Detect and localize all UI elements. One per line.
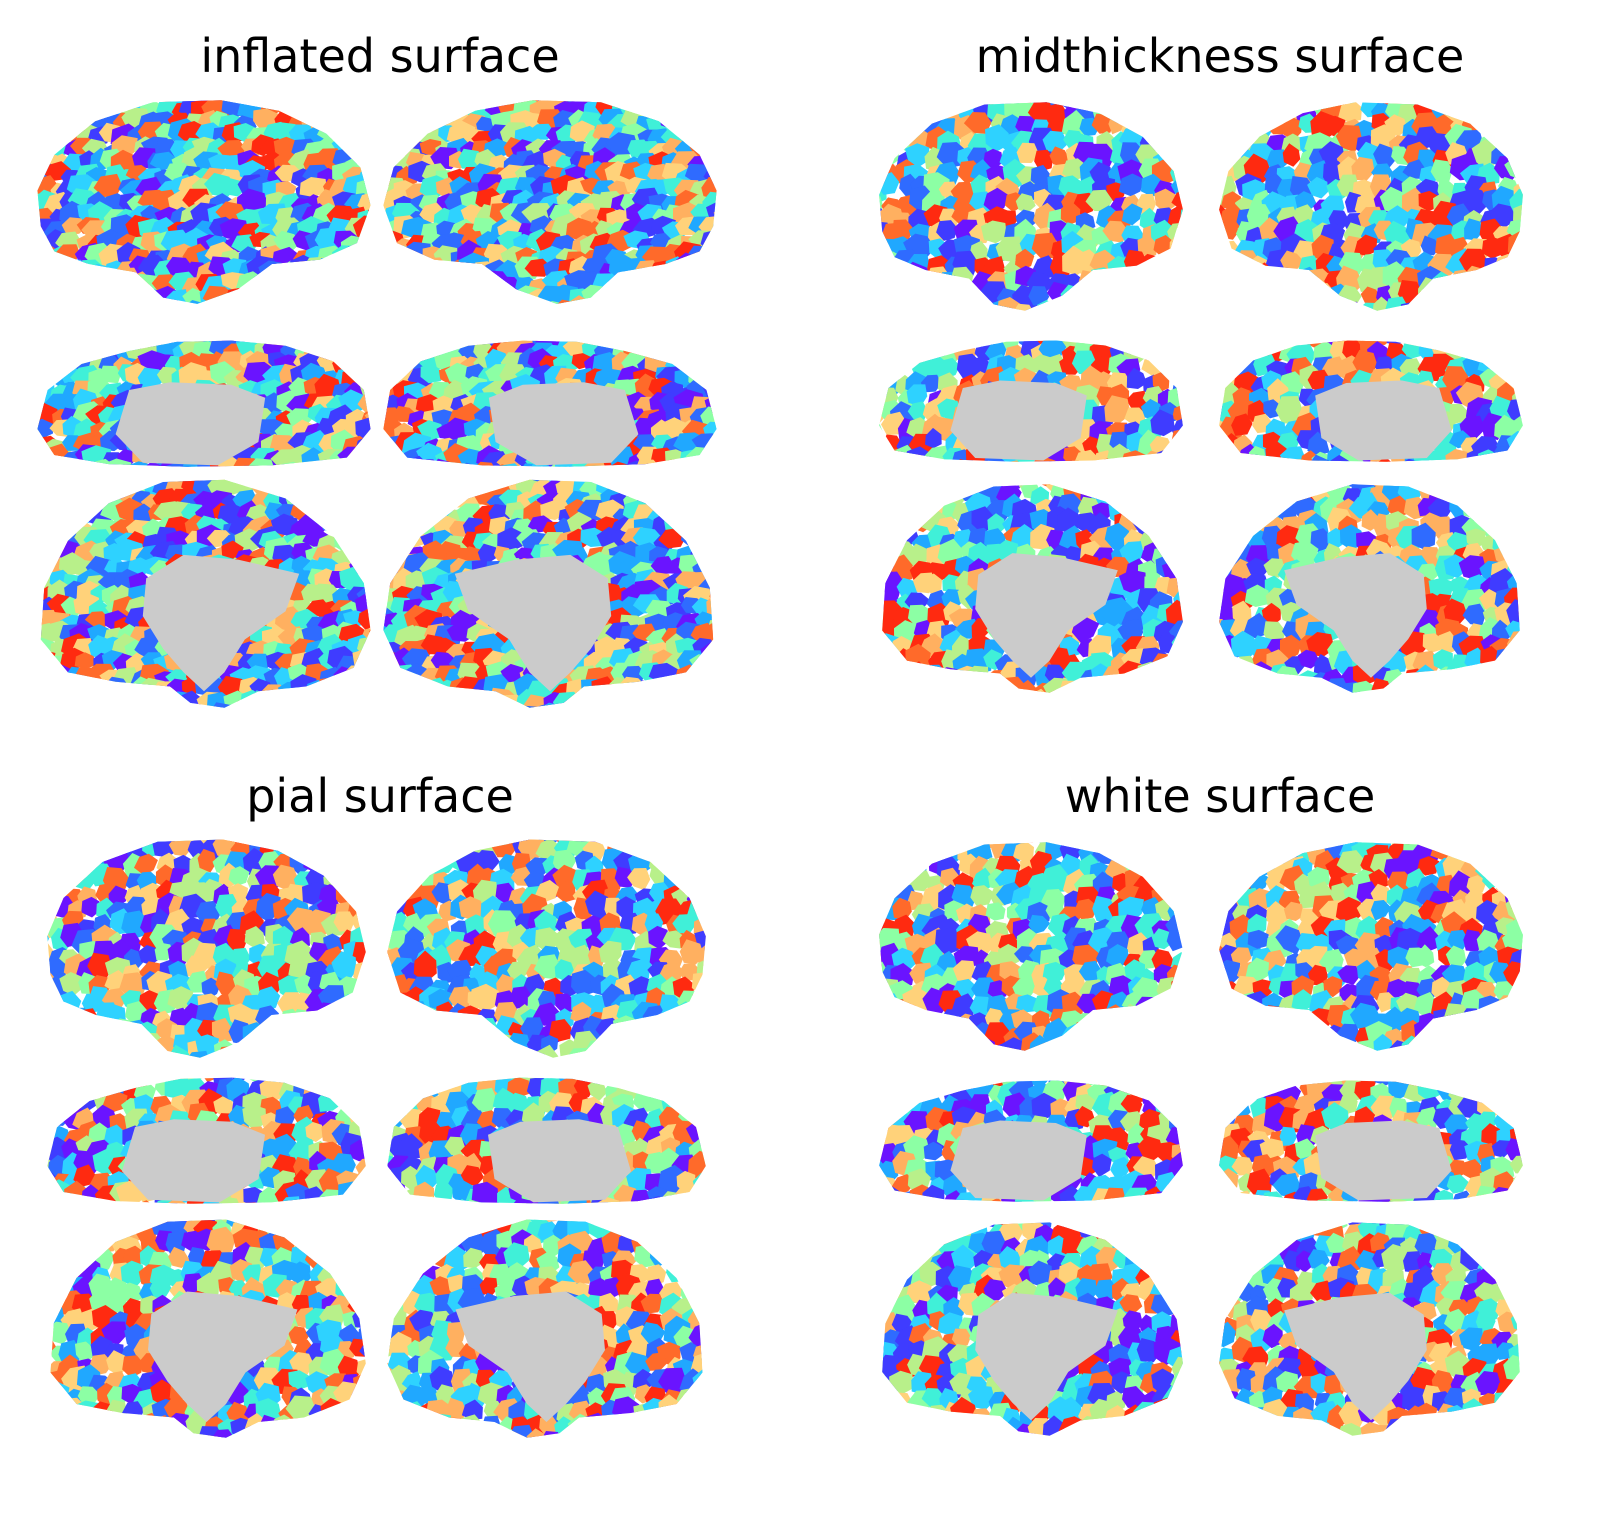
brain-medial-right: [383, 479, 714, 708]
medial-wall: [1315, 1120, 1452, 1201]
brain-ventral-right: [387, 1077, 706, 1204]
medial-wall: [1284, 553, 1427, 678]
parcel-mosaic: [383, 479, 714, 708]
parcel-mosaic: [40, 479, 371, 708]
medial-wall: [455, 1291, 605, 1422]
brain-lateral-left: [47, 839, 366, 1058]
medial-wall: [950, 1120, 1087, 1201]
panel-title-pial: pial surface: [246, 769, 514, 823]
parcel-mosaic: [50, 1219, 366, 1438]
panel-pial: pial surface: [0, 760, 760, 1500]
medial-wall: [148, 1291, 298, 1422]
panel-inflated: inflated surface: [0, 20, 760, 720]
medial-wall: [122, 1119, 265, 1203]
medial-wall: [454, 554, 612, 692]
brain-medial-right: [387, 1219, 703, 1438]
brain-lateral-right: [1219, 842, 1523, 1051]
panel-white: white surface: [860, 760, 1620, 1500]
medial-wall: [488, 1119, 631, 1203]
parcel-mosaic: [1219, 102, 1523, 311]
brain-lateral-right: [387, 839, 706, 1058]
brain-lateral-left: [37, 100, 371, 304]
medial-wall: [115, 382, 266, 466]
parcel-mosaic: [882, 484, 1183, 693]
medial-wall: [950, 380, 1087, 461]
brain-ventral-right: [1219, 340, 1523, 462]
brain-medial-left: [50, 1219, 366, 1438]
medial-wall: [1315, 380, 1452, 461]
brain-ventral-left: [47, 1077, 366, 1204]
parcel-mosaic: [37, 340, 371, 467]
medial-wall: [1284, 1292, 1427, 1421]
parcel-mosaic: [37, 100, 371, 304]
brain-medial-right: [1219, 484, 1520, 693]
brain-ventral-right: [1219, 1080, 1523, 1202]
parcel-mosaic: [387, 1077, 706, 1204]
brain-lateral-left: [879, 102, 1183, 311]
parcel-mosaic: [383, 100, 717, 304]
parcel-mosaic: [1219, 484, 1520, 693]
panel-title-inflated: inflated surface: [200, 29, 560, 83]
medial-wall: [975, 553, 1118, 678]
brain-medial-right: [1219, 1222, 1520, 1436]
brain-lateral-left: [879, 842, 1183, 1051]
brain-ventral-left: [37, 340, 371, 467]
panel-title-white: white surface: [1064, 769, 1376, 823]
panel-title-midthickness: midthickness surface: [975, 29, 1465, 83]
brain-ventral-right: [383, 340, 717, 467]
parcel-mosaic: [387, 1219, 703, 1438]
parcel-mosaic: [1219, 340, 1523, 462]
parcel-mosaic: [47, 1077, 366, 1204]
parcel-mosaic: [1219, 1222, 1520, 1436]
parcel-mosaic: [879, 102, 1183, 311]
medial-wall: [488, 382, 639, 466]
brain-ventral-left: [879, 340, 1183, 462]
parcel-mosaic: [1219, 842, 1523, 1051]
parcel-mosaic: [47, 839, 366, 1058]
brain-medial-left: [882, 484, 1183, 693]
medial-wall: [142, 554, 300, 692]
parcel-mosaic: [1219, 1080, 1523, 1202]
parcel-mosaic: [387, 839, 706, 1058]
panel-midthickness: midthickness surface: [860, 20, 1620, 720]
brain-ventral-left: [879, 1080, 1183, 1202]
brain-lateral-right: [1219, 102, 1523, 311]
brain-medial-left: [882, 1222, 1183, 1436]
parcel-mosaic: [383, 340, 717, 467]
parcel-mosaic: [879, 842, 1183, 1051]
parcel-mosaic: [879, 1080, 1183, 1202]
parcel-mosaic: [882, 1222, 1183, 1436]
brain-lateral-right: [383, 100, 717, 304]
parcel-mosaic: [879, 340, 1183, 462]
brain-medial-left: [40, 479, 371, 708]
medial-wall: [975, 1292, 1118, 1421]
